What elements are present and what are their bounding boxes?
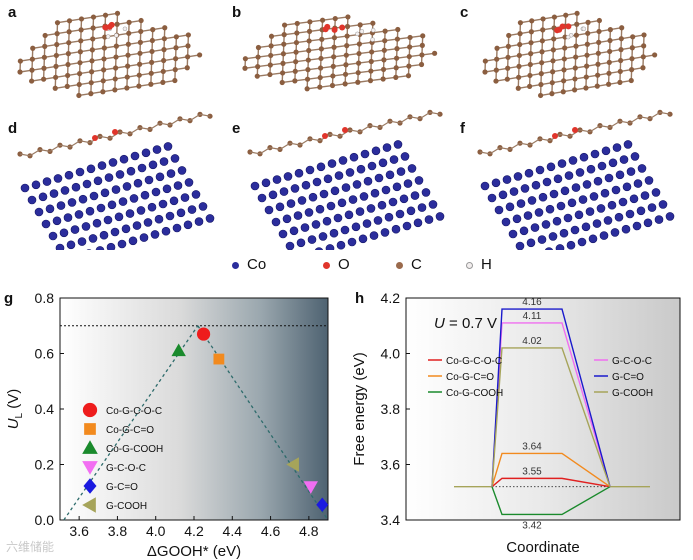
legend-label: Co-G-C=O xyxy=(446,372,494,383)
x-tick-label: 4.6 xyxy=(261,523,281,539)
plot-area xyxy=(60,298,328,520)
panel-label-g: g xyxy=(4,290,14,307)
x-axis-label: Coordinate xyxy=(506,539,579,556)
peak-label: 4.11 xyxy=(523,311,542,322)
potential-annotation: U = 0.7 V xyxy=(434,315,497,332)
data-point xyxy=(303,481,318,494)
graphene-sheet xyxy=(17,10,203,99)
legend-marker xyxy=(82,440,98,454)
x-tick-label: 4.8 xyxy=(299,523,319,539)
y-tick-label: 4.0 xyxy=(381,346,401,362)
x-axis-label: ΔGOOH* (eV) xyxy=(147,543,241,560)
legend-marker xyxy=(83,478,97,494)
legend-label: Co-G-C-O-C xyxy=(106,406,162,417)
x-tick-label: 4.2 xyxy=(184,523,204,539)
y-tick-label: 0.4 xyxy=(35,401,55,417)
cobalt-slab xyxy=(17,111,215,250)
graphene-sheet xyxy=(242,14,438,92)
o-atom-icon xyxy=(323,261,330,269)
legend-label-c: C xyxy=(411,256,422,273)
y-tick-label: 3.6 xyxy=(381,457,401,473)
c-atom-icon xyxy=(396,261,403,269)
panel-label-e: e xyxy=(232,120,241,137)
legend-marker xyxy=(84,423,96,435)
legend-marker xyxy=(82,497,96,513)
x-tick-label: 3.6 xyxy=(69,523,89,539)
legend-label: G-COOH xyxy=(612,388,653,399)
legend-item-h: H xyxy=(466,256,492,273)
peak-label: 4.16 xyxy=(522,297,542,308)
structure-illustrations xyxy=(17,10,675,250)
co-atom-icon xyxy=(232,261,239,269)
panel-label-b: b xyxy=(232,4,242,21)
data-point xyxy=(286,457,299,472)
data-point xyxy=(213,353,225,365)
x-tick-label: 4.0 xyxy=(146,523,166,539)
legend-label: G-C-O-C xyxy=(612,356,652,367)
panel-label-a: a xyxy=(8,4,17,21)
y-tick-label: 3.8 xyxy=(381,401,401,417)
energy-path xyxy=(491,486,611,516)
legend-label-h: H xyxy=(481,256,492,273)
volcano-chart: 3.6 3.8 4.0 4.2 4.4 4.6 4.8 0.0 0.2 0.4 0.6 0.8 ΔGOO… xyxy=(5,290,329,560)
panel-label-h: h xyxy=(355,290,365,307)
y-tick-label: 0.8 xyxy=(35,290,55,306)
peak-label: 3.64 xyxy=(522,441,542,452)
data-point xyxy=(171,343,186,357)
panel-label-d: d xyxy=(8,120,18,137)
cobalt-slab xyxy=(247,109,445,250)
data-point xyxy=(196,327,211,341)
legend-label: Co-G-COOH xyxy=(446,388,503,399)
cobalt-slab xyxy=(477,109,675,250)
energy-path xyxy=(491,452,611,488)
energy-path xyxy=(491,308,611,487)
legend-label-co: Co xyxy=(247,256,267,273)
y-tick-label: 0.0 xyxy=(35,512,55,528)
x-tick-label: 4.4 xyxy=(223,523,243,539)
atom-legend: Co O C H xyxy=(0,250,693,280)
panel-label-c: c xyxy=(460,4,469,21)
legend-marker xyxy=(82,402,98,418)
legend-label: Co-G-C-O-C xyxy=(446,356,502,367)
energy-path xyxy=(491,477,611,488)
y-axis-label: UL (V) xyxy=(5,389,25,430)
h-atom-icon xyxy=(466,261,473,269)
y-tick-label: 3.4 xyxy=(381,512,401,528)
peak-label: 3.55 xyxy=(522,466,542,477)
legend-label: G-C=O xyxy=(612,372,644,383)
energy-path xyxy=(491,347,611,487)
peak-label: 3.42 xyxy=(522,520,542,531)
panel-label-f: f xyxy=(460,120,465,137)
legend-label: Co-G-C=O xyxy=(106,425,154,436)
legend-marker xyxy=(82,461,98,475)
y-tick-label: 0.2 xyxy=(35,457,55,473)
legend-label-o: O xyxy=(338,256,350,273)
watermark: 六维储能 xyxy=(6,540,55,554)
legend-item-co: Co xyxy=(232,256,266,273)
y-tick-label: 4.2 xyxy=(381,290,401,306)
legend-label: G-C-O-C xyxy=(106,463,146,474)
free-energy-chart: 3.4 3.6 3.8 4.0 4.2 Coordinate Free energy (eV… xyxy=(351,290,681,556)
x-tick-label: 3.8 xyxy=(108,523,128,539)
data-point xyxy=(316,497,329,512)
y-tick-label: 0.6 xyxy=(35,346,55,362)
graphene-sheet xyxy=(482,10,658,99)
peak-label: 4.02 xyxy=(522,336,542,347)
legend-label: Co-G-COOH xyxy=(106,444,163,455)
y-axis-label: Free energy (eV) xyxy=(351,352,368,465)
legend-label: G-COOH xyxy=(106,501,147,512)
legend-item-c: C xyxy=(396,256,422,273)
legend-item-o: O xyxy=(323,256,350,273)
legend-label: G-C=O xyxy=(106,482,138,493)
plot-area xyxy=(406,298,680,520)
